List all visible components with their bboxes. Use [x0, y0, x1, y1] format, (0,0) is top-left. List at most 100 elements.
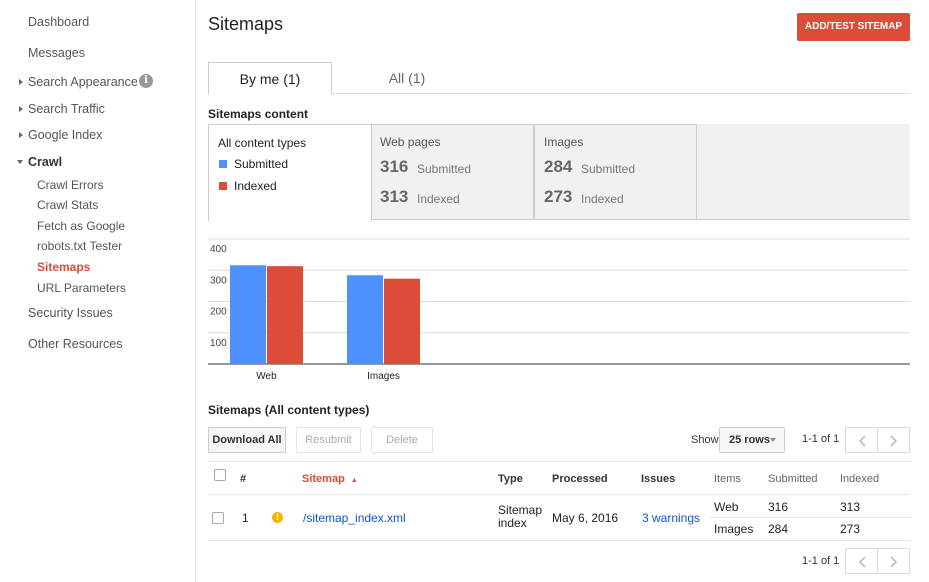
sidebar-item-messages[interactable]: Messages [28, 46, 85, 60]
items-divider [710, 517, 910, 518]
panel-all-title: All content types [218, 136, 307, 150]
resubmit-button[interactable]: Resubmit [296, 427, 361, 453]
images-submitted-count: 284 [544, 157, 573, 176]
panel-web-pages[interactable]: Web pages 316 Submitted 313 Indexed [371, 124, 534, 220]
web-indexed-label: Indexed [417, 192, 460, 206]
web-submitted-label: Submitted [417, 162, 472, 176]
panel-web-title: Web pages [380, 135, 441, 149]
y-tick-label: 400 [210, 244, 227, 255]
sidebar-item-search-appearance[interactable]: Search Appearance [19, 75, 138, 89]
y-tick-label: 200 [210, 307, 227, 318]
chevron-right-icon [890, 435, 898, 447]
column-header-processed: Processed [552, 473, 608, 485]
sidebar-item-sitemaps[interactable]: Sitemaps [37, 260, 91, 274]
download-all-button[interactable]: Download All [208, 427, 286, 453]
tab-all[interactable]: All (1) [388, 70, 426, 86]
table-header-divider [208, 494, 910, 495]
panel-images-title: Images [544, 135, 584, 149]
sidebar-item-security-issues[interactable]: Security Issues [28, 306, 113, 320]
legend-submitted-label: Submitted [234, 157, 289, 171]
rows-per-page-value: 25 rows [729, 434, 770, 446]
select-all-checkbox[interactable] [214, 469, 226, 481]
bar-indexed-images [384, 278, 420, 364]
row-number: 1 [242, 511, 249, 525]
sidebar-item-search-traffic[interactable]: Search Traffic [19, 102, 105, 116]
column-header-sitemap-label: Sitemap [302, 473, 345, 485]
sitemaps-content-heading: Sitemaps content [208, 107, 309, 121]
processed-date: May 6, 2016 [552, 511, 619, 525]
chart-svg: 400 300 200 100 Web Images [208, 238, 910, 382]
add-test-sitemap-button[interactable]: ADD/TEST SITEMAP [797, 13, 910, 41]
sidebar-item-crawl-errors[interactable]: Crawl Errors [37, 178, 104, 192]
sidebar-item-other-resources[interactable]: Other Resources [28, 337, 123, 351]
sitemap-bar-chart: 400 300 200 100 Web Images [208, 236, 910, 386]
images-submitted-label: Submitted [581, 162, 636, 176]
row-checkbox[interactable] [212, 512, 224, 524]
column-header-type: Type [498, 473, 523, 485]
sidebar-item-dashboard[interactable]: Dashboard [28, 15, 90, 29]
item-images-name: Images [714, 522, 754, 536]
pager-text-top: 1-1 of 1 [802, 433, 840, 445]
sidebar-item-crawl-stats[interactable]: Crawl Stats [37, 198, 99, 212]
x-tick-label: Web [256, 371, 277, 382]
sitemap-type-line2: index [498, 516, 527, 530]
chevron-left-icon [858, 556, 866, 568]
panel-all-content-types[interactable]: All content types Submitted Indexed [208, 124, 372, 221]
sitemaps-table-heading: Sitemaps (All content types) [208, 403, 370, 417]
delete-button[interactable]: Delete [371, 427, 433, 453]
rows-per-page-select[interactable]: 25 rows [719, 427, 785, 453]
table-top-divider [208, 461, 910, 462]
prev-page-button-bottom[interactable] [845, 548, 878, 574]
show-rows-label: Show [691, 434, 719, 446]
item-images-indexed: 273 [840, 522, 861, 536]
column-header-submitted: Submitted [768, 473, 818, 485]
item-web-name: Web [714, 500, 739, 514]
panel-images[interactable]: Images 284 Submitted 273 Indexed [534, 124, 697, 220]
item-images-submitted: 284 [768, 522, 789, 536]
sitemap-type: Sitemap index [498, 504, 542, 530]
issues-link[interactable]: 3 warnings [642, 511, 701, 525]
sidebar: Dashboard Messages Search Appearance i S… [0, 0, 196, 582]
x-tick-label: Images [367, 371, 400, 382]
images-indexed-label: Indexed [581, 192, 624, 206]
sidebar-item-crawl[interactable]: Crawl [16, 155, 63, 169]
bar-submitted-images [347, 275, 383, 364]
prev-page-button-top[interactable] [845, 427, 878, 453]
table-bottom-divider [208, 540, 910, 541]
column-header-indexed: Indexed [840, 473, 880, 485]
sitemap-link[interactable]: /sitemap_index.xml [303, 511, 406, 525]
sitemap-type-line1: Sitemap [498, 503, 543, 517]
column-header-issues: Issues [641, 473, 676, 485]
info-icon[interactable]: i [139, 74, 153, 88]
page-title: Sitemaps [208, 14, 284, 34]
images-indexed-count: 273 [544, 187, 573, 206]
content-type-panels: All content types Submitted Indexed Web … [208, 124, 910, 221]
sidebar-item-robots-tester[interactable]: robots.txt Tester [37, 239, 123, 253]
legend-indexed-swatch [219, 182, 227, 190]
warning-icon: ! [272, 512, 283, 523]
chevron-left-icon [858, 435, 866, 447]
chevron-right-icon [890, 556, 898, 568]
pager-text-bottom: 1-1 of 1 [802, 555, 840, 567]
web-submitted-count: 316 [380, 157, 409, 176]
column-header-sitemap[interactable]: Sitemap ▲ [302, 473, 358, 485]
item-web-submitted: 316 [768, 500, 789, 514]
y-tick-label: 100 [210, 338, 227, 349]
sidebar-item-google-index[interactable]: Google Index [18, 128, 103, 142]
next-page-button-top[interactable] [877, 427, 910, 453]
item-web-indexed: 313 [840, 500, 861, 514]
sidebar-item-fetch-as-google[interactable]: Fetch as Google [37, 219, 126, 233]
caret-down-icon [770, 438, 776, 442]
bar-indexed-web [267, 266, 303, 364]
column-header-items: Items [714, 473, 741, 485]
legend-indexed-label: Indexed [234, 179, 277, 193]
sidebar-item-url-parameters[interactable]: URL Parameters [37, 281, 126, 295]
column-header-num: # [240, 473, 247, 485]
panel-empty [697, 124, 910, 220]
y-tick-label: 300 [210, 275, 227, 286]
tab-by-me[interactable]: By me (1) [208, 62, 332, 95]
bar-submitted-web [230, 265, 266, 364]
web-indexed-count: 313 [380, 187, 409, 206]
tab-bar: By me (1) All (1) [208, 62, 910, 95]
next-page-button-bottom[interactable] [877, 548, 910, 574]
